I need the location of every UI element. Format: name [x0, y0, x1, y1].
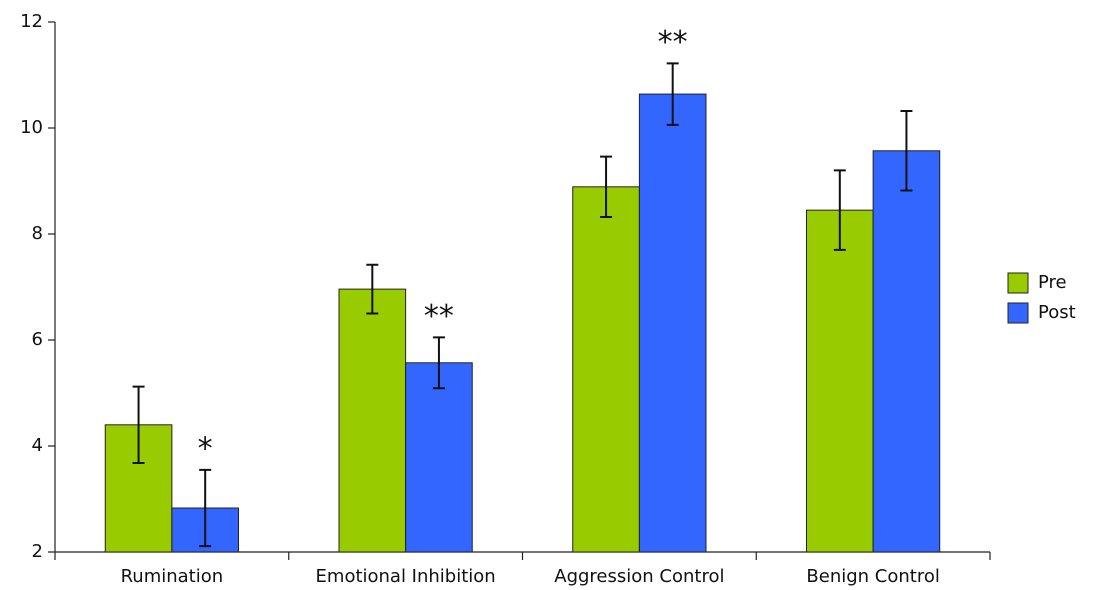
bar: [338, 288, 407, 553]
x-tick-label: Benign Control: [806, 566, 939, 587]
y-tick-label: 12: [20, 11, 43, 32]
bar: [806, 209, 874, 553]
legend-label: Pre: [1038, 272, 1067, 293]
significance-label: **: [424, 299, 454, 334]
y-tick-label: 10: [20, 117, 43, 138]
bar: [405, 362, 473, 553]
significance-label: *: [198, 431, 213, 466]
bar: [638, 93, 707, 553]
error-bar: [900, 110, 913, 192]
significance-label: **: [658, 25, 688, 60]
error-bar: [666, 62, 679, 126]
y-tick-label: 6: [32, 329, 43, 350]
error-bar: [366, 263, 379, 315]
legend-label: Post: [1038, 302, 1076, 323]
error-bar: [600, 155, 613, 219]
y-tick-label: 8: [32, 223, 43, 244]
x-tick-label: Aggression Control: [554, 566, 724, 587]
x-tick-label: Rumination: [121, 566, 224, 587]
legend-swatch: [1007, 302, 1029, 324]
error-bar: [432, 336, 445, 390]
x-tick-label: Emotional Inhibition: [316, 566, 496, 587]
y-tick-label: 4: [32, 435, 43, 456]
bar: [872, 150, 941, 553]
y-tick-label: 2: [32, 541, 43, 562]
error-bar: [833, 169, 846, 251]
bar: [572, 186, 640, 553]
error-bar: [132, 385, 145, 464]
legend-swatch: [1007, 272, 1029, 294]
error-bar: [199, 468, 212, 548]
